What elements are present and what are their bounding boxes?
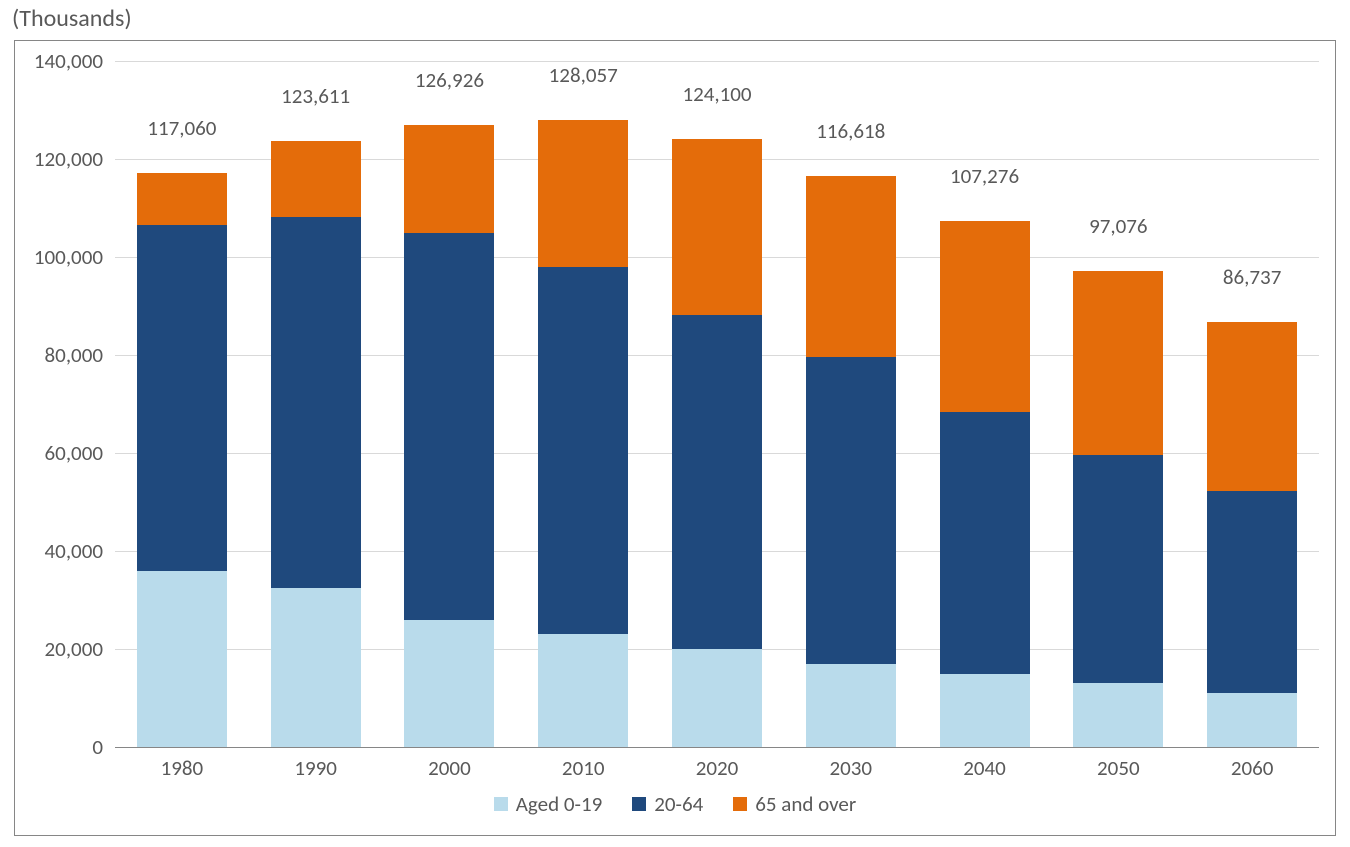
bar-segment-aged-20-64 <box>1073 455 1163 683</box>
ytick-label: 60,000 <box>15 440 103 466</box>
bar-segment-aged-65-over <box>1207 322 1297 491</box>
xtick-label: 1980 <box>115 755 249 781</box>
bar-segment-aged-65-over <box>404 125 494 233</box>
unit-label: (Thousands) <box>12 4 132 33</box>
total-label: 86,737 <box>1162 264 1342 290</box>
ytick-label: 20,000 <box>15 636 103 662</box>
legend-item-aged-0-19: Aged 0-19 <box>494 791 602 817</box>
chart-frame: 0 20,000 40,000 60,000 80,000 100,000 120,000 1… <box>14 40 1336 836</box>
bar-segment-aged-0-19 <box>672 649 762 747</box>
ytick-label: 140,000 <box>15 48 103 74</box>
xtick-label: 2010 <box>516 755 650 781</box>
bar-segment-aged-20-64 <box>806 357 896 664</box>
plot-area: 020,00040,00060,00080,000100,000120,0001… <box>115 61 1319 747</box>
ytick-label: 40,000 <box>15 538 103 564</box>
bar-segment-aged-0-19 <box>404 620 494 747</box>
legend-item-aged-65-over: 65 and over <box>733 791 856 817</box>
total-label: 97,076 <box>1028 213 1208 239</box>
legend-swatch-icon <box>494 797 508 811</box>
legend: Aged 0-19 20-64 65 and over <box>15 791 1335 817</box>
page: (Thousands) 0 20,000 40,000 60,000 80,000 100… <box>0 0 1350 847</box>
legend-label: 20-64 <box>654 791 703 817</box>
bar-segment-aged-20-64 <box>1207 491 1297 693</box>
total-label: 116,618 <box>761 118 941 144</box>
bar-segment-aged-65-over <box>940 221 1030 412</box>
ytick-label: 0 <box>15 734 103 760</box>
bar-segment-aged-0-19 <box>940 674 1030 748</box>
bar-segment-aged-65-over <box>1073 271 1163 455</box>
bar-group: 97,076 <box>1073 61 1163 747</box>
xtick-label: 2020 <box>650 755 784 781</box>
ytick-label: 100,000 <box>15 244 103 270</box>
bar-segment-aged-0-19 <box>137 571 227 747</box>
xtick-label: 2030 <box>784 755 918 781</box>
bar-segment-aged-0-19 <box>806 664 896 747</box>
bar-segment-aged-20-64 <box>940 412 1030 673</box>
total-label: 124,100 <box>627 81 807 107</box>
xtick-label: 2000 <box>383 755 517 781</box>
bar-group: 124,100 <box>672 61 762 747</box>
legend-item-aged-20-64: 20-64 <box>632 791 703 817</box>
bar-segment-aged-0-19 <box>538 634 628 747</box>
xtick-label: 2050 <box>1051 755 1185 781</box>
xtick-label: 1990 <box>249 755 383 781</box>
bar-group: 128,057 <box>538 61 628 747</box>
bar-segment-aged-65-over <box>271 141 361 217</box>
bar-group: 123,611 <box>271 61 361 747</box>
legend-swatch-icon <box>632 797 646 811</box>
bar-segment-aged-65-over <box>806 176 896 357</box>
bar-segment-aged-0-19 <box>271 588 361 747</box>
bar-segment-aged-20-64 <box>538 267 628 635</box>
bar-group: 107,276 <box>940 61 1030 747</box>
bar-group: 116,618 <box>806 61 896 747</box>
legend-label: Aged 0-19 <box>516 791 602 817</box>
ytick-label: 120,000 <box>15 146 103 172</box>
xtick-label: 2060 <box>1185 755 1319 781</box>
bar-segment-aged-0-19 <box>1073 683 1163 747</box>
legend-swatch-icon <box>733 797 747 811</box>
bar-segment-aged-0-19 <box>1207 693 1297 747</box>
xtick-label: 2040 <box>918 755 1052 781</box>
bar-group: 86,737 <box>1207 61 1297 747</box>
ytick-label: 80,000 <box>15 342 103 368</box>
total-label: 117,060 <box>92 115 272 141</box>
bar-group: 117,060 <box>137 61 227 747</box>
gridline <box>115 747 1319 748</box>
bar-segment-aged-65-over <box>672 139 762 315</box>
bar-segment-aged-20-64 <box>404 233 494 620</box>
bar-segment-aged-20-64 <box>137 225 227 570</box>
total-label: 107,276 <box>895 163 1075 189</box>
legend-label: 65 and over <box>755 791 856 817</box>
bar-segment-aged-20-64 <box>271 217 361 587</box>
bar-segment-aged-65-over <box>137 173 227 225</box>
bar-segment-aged-20-64 <box>672 315 762 649</box>
bar-segment-aged-65-over <box>538 120 628 267</box>
bar-group: 126,926 <box>404 61 494 747</box>
